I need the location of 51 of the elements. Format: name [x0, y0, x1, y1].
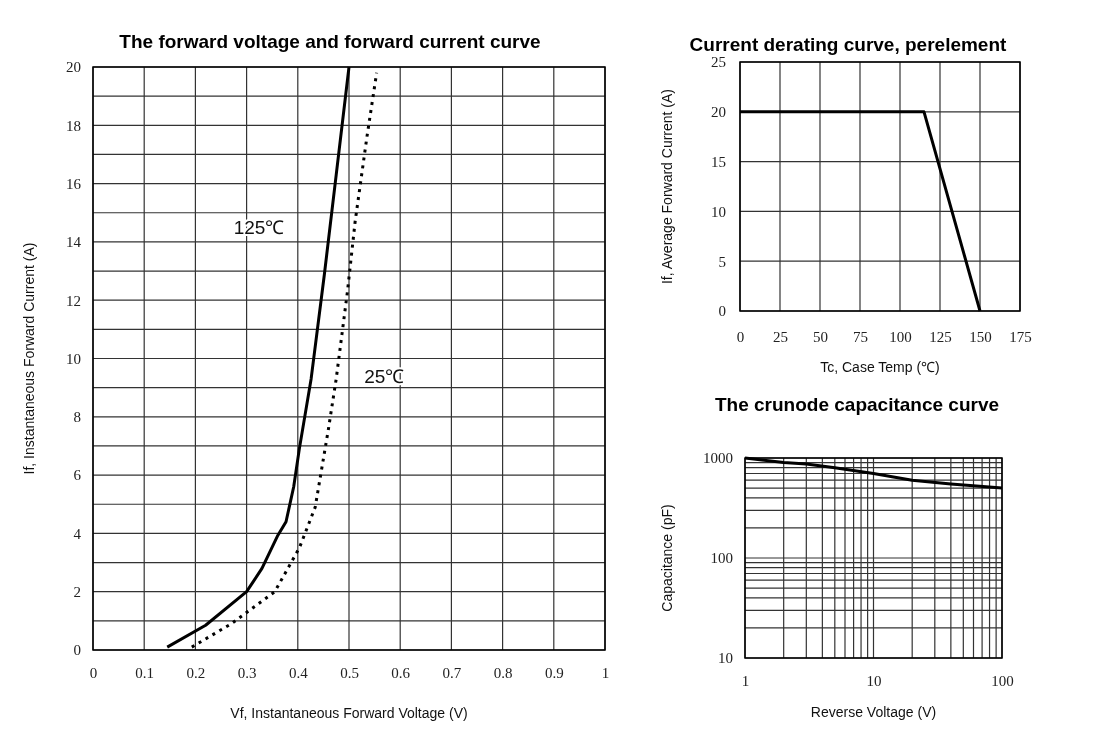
y-tick-label: 0: [718, 303, 726, 320]
x-tick-label: 0.7: [442, 664, 462, 681]
x-tick-label: 0: [736, 328, 745, 345]
y-tick-label: 10: [718, 650, 733, 667]
x-axis-title: Reverse Voltage (V): [810, 704, 937, 720]
y-tick-label: 18: [66, 117, 81, 134]
x-tick-label: 0.6: [391, 664, 411, 681]
x-tick-label: 125: [929, 328, 952, 345]
x-tick-label: 100: [991, 672, 1014, 689]
y-tick-label: 20: [711, 104, 726, 121]
y-tick-label: 6: [73, 467, 82, 484]
chart-title: Current derating curve, perelement: [689, 34, 1008, 55]
x-tick-label: 150: [969, 328, 992, 345]
x-tick-label: 0.5: [340, 664, 359, 681]
x-tick-label: 0.2: [186, 664, 206, 681]
x-tick-label: 0.4: [288, 664, 309, 681]
y-tick-label: 2: [73, 584, 81, 600]
x-tick-label: 50: [813, 328, 828, 345]
chart-title: The forward voltage and forward current curve: [119, 31, 541, 52]
x-tick-label: 100: [889, 328, 912, 345]
y-tick-label: 10: [66, 350, 81, 367]
y-tick-label: 0: [73, 642, 81, 659]
x-axis-title: Tc, Case Temp (℃): [820, 359, 940, 375]
x-tick-label: 25: [773, 328, 788, 345]
y-tick-label: 12: [66, 292, 81, 309]
x-tick-label: 175: [1009, 328, 1032, 345]
y-tick-label: 5: [718, 253, 726, 270]
x-axis-title: Vf, Instantaneous Forward Voltage (V): [230, 705, 468, 721]
y-tick-label: 25: [711, 54, 726, 71]
y-tick-label: 20: [66, 59, 81, 76]
y-axis-title: If, Instantaneous Forward Current (A): [21, 242, 37, 475]
y-tick-label: 10: [711, 203, 726, 220]
x-tick-label: 0: [89, 664, 98, 681]
y-tick-label: 4: [73, 525, 82, 542]
y-tick-label: 16: [66, 175, 82, 192]
x-tick-label: 75: [853, 328, 868, 345]
x-tick-label: 0.1: [135, 664, 155, 681]
x-tick-label: 0.9: [544, 664, 564, 681]
x-tick-label: 1: [741, 672, 750, 689]
y-axis-title: Capacitance (pF): [659, 504, 675, 612]
x-tick-label: 1: [601, 664, 610, 681]
x-tick-label: 0.3: [237, 664, 257, 681]
chart-title: The crunode capacitance curve: [714, 394, 1000, 415]
y-tick-label: 100: [710, 550, 733, 567]
y-tick-label: 1000: [703, 450, 733, 467]
y-tick-label: 8: [73, 409, 81, 426]
x-tick-label: 10: [866, 672, 882, 689]
y-axis-title: If, Average Forward Current (A): [659, 88, 675, 285]
x-tick-label: 0.8: [493, 664, 513, 681]
y-tick-label: 14: [66, 234, 82, 251]
y-tick-label: 15: [711, 153, 726, 170]
